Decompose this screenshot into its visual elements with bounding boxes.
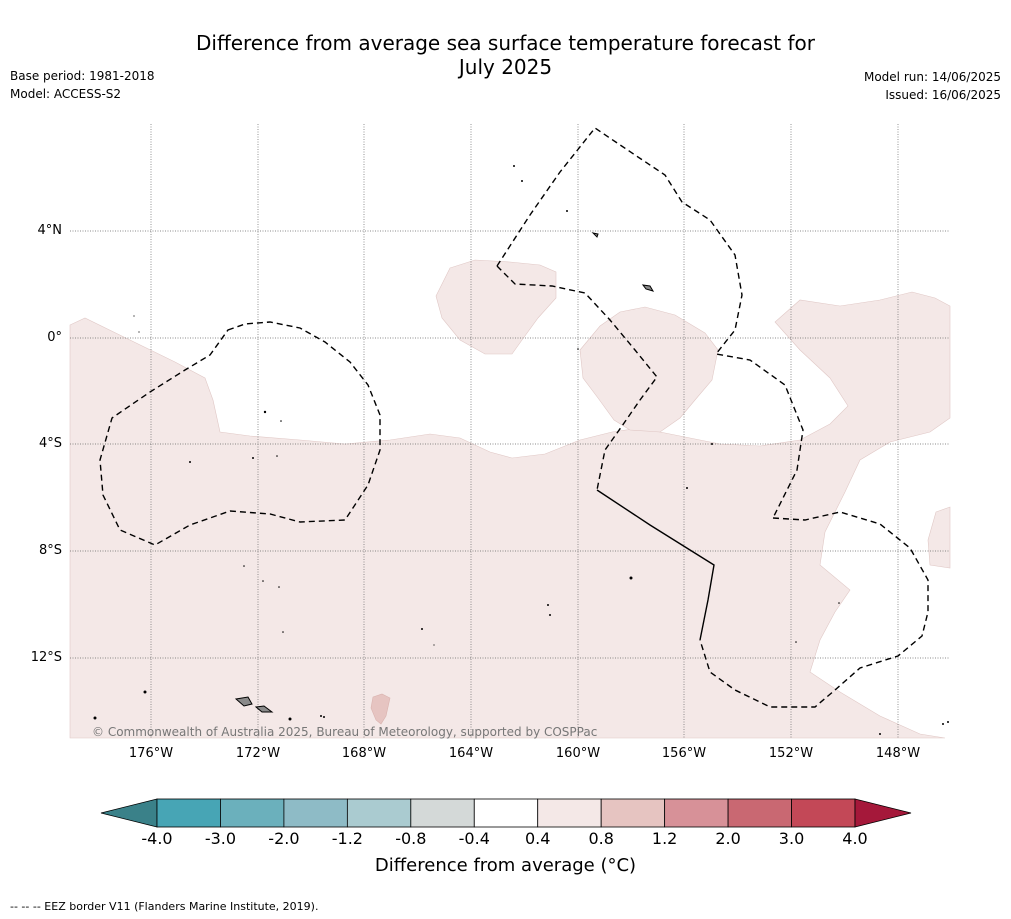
island-kiritimati [641,284,655,292]
eez-border-tokelau [99,321,381,546]
model-run: Model run: 14/06/2025 [863,70,1001,84]
anomaly-region-central [579,306,719,433]
colorbar-segment [600,798,666,828]
title-line-2: July 2025 [458,55,553,79]
lon-label-168w: 168°W [341,746,387,761]
eez-border-kiribati-west [496,265,658,491]
eez-footnote: -- -- -- EEZ border V11 (Flanders Marine… [10,900,319,913]
lon-label-148w: 148°W [875,746,921,761]
colorbar-tick-label: -2.0 [268,829,300,848]
small-islets [93,165,949,735]
colorbar-segment [156,798,221,828]
map-title: Difference from average sea surface temp… [0,31,1011,79]
colorbar-segment [283,798,348,828]
colorbar-tick-label: 0.8 [588,829,614,848]
copyright-notice: © Commonwealth of Australia 2025, Bureau… [92,725,598,739]
anomaly-region-east [927,506,951,569]
anomaly-region-group [69,259,951,739]
lat-label-4s: 4°S [38,436,62,451]
lat-label-0: 0° [47,330,62,345]
colorbar [100,798,912,828]
lon-label-152w: 152°W [768,746,814,761]
meta-right: Model run: 14/06/2025 Issued: 16/06/2025 [864,68,1001,104]
colorbar-segment [220,798,285,828]
colorbar-segment [664,798,729,828]
meta-left: Base period: 1981-2018 Model: ACCESS-S2 [10,67,155,103]
colorbar-tick-label: 2.0 [715,829,741,848]
lon-label-160w: 160°W [555,746,601,761]
lat-label-4n: 4°N [37,223,63,238]
colorbar-tick-label: 3.0 [778,829,805,848]
lon-label-164w: 164°W [448,746,494,761]
colorbar-label: Difference from average (°C) [374,855,637,876]
lat-label-12s: 12°S [30,650,62,665]
colorbar-segment [791,798,856,828]
island-samoa-upolu [254,705,274,713]
graticule [70,124,950,738]
islands [234,232,655,713]
lat-label-8s: 8°S [38,543,62,558]
colorbar-tick-label: -3.0 [204,829,237,848]
colorbar-over-arrow [854,798,912,828]
colorbar-segment [473,798,539,828]
colorbar-tick-label: 4.0 [842,829,868,848]
colorbar-segment [410,798,475,828]
title-line-1: Difference from average sea surface temp… [195,31,815,55]
island-samoa-savaii [234,696,253,707]
colorbar-tick-label: -0.4 [458,829,490,848]
eez-borders [99,127,929,708]
colorbar-segments [156,798,856,828]
colorbar-tick-label: -1.2 [331,829,363,848]
lon-label-176w: 176°W [128,746,174,761]
anomaly-region-main [69,291,951,739]
colorbar-tick-label: 1.2 [651,829,678,848]
anomaly-region-strong [370,693,391,725]
eez-border-kiribati [496,127,804,519]
island-jarvis [591,232,599,238]
model-name: Model: ACCESS-S2 [10,87,122,101]
colorbar-segment [727,798,792,828]
anomaly-region-north [435,259,557,355]
colorbar-segment [537,798,602,828]
lon-label-172w: 172°W [235,746,281,761]
colorbar-tick-label: 0.4 [524,829,551,848]
lon-label-156w: 156°W [661,746,707,761]
colorbar-under-arrow [100,798,158,828]
colorbar-segment [346,798,412,828]
issued-date: Issued: 16/06/2025 [885,88,1001,102]
colorbar-tick-label: -0.8 [395,829,427,848]
eez-border-solid [596,489,715,641]
colorbar-tick-label: -4.0 [141,829,173,848]
base-period: Base period: 1981-2018 [10,69,155,83]
